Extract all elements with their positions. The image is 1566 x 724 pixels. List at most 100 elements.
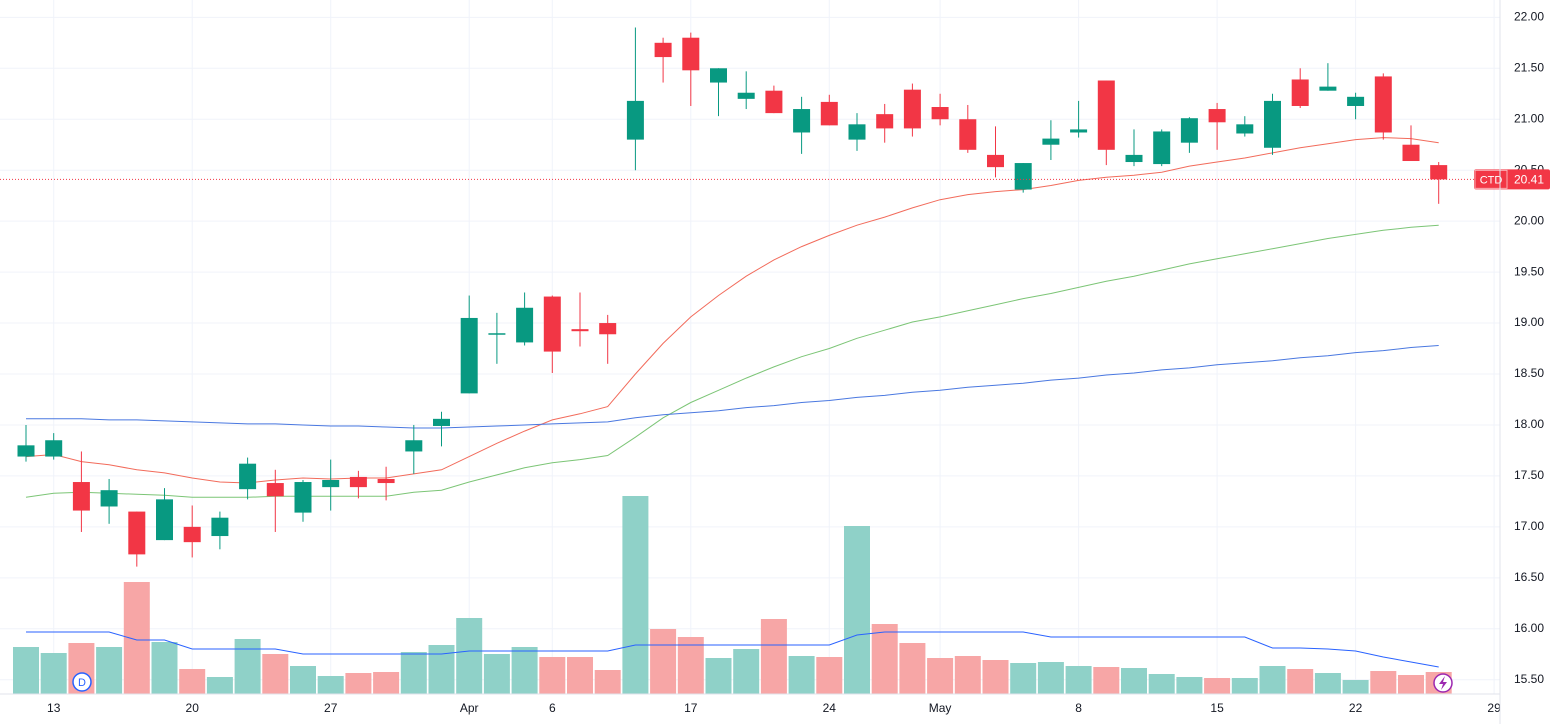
volume-bar (428, 645, 455, 694)
y-tick-label: 17.00 (1514, 519, 1544, 533)
volume-bar (594, 670, 621, 694)
y-tick-label: 22.00 (1514, 9, 1544, 23)
last-price-label: 20.41 (1514, 173, 1544, 187)
candle-body (876, 114, 894, 129)
candle-body (349, 476, 367, 488)
volume-bar (927, 658, 954, 694)
y-tick-label: 18.00 (1514, 417, 1544, 431)
volume-bar (539, 657, 566, 694)
candle-body (1402, 144, 1420, 162)
volume-bar (622, 496, 649, 694)
candle-body (959, 119, 977, 150)
candle-body (433, 418, 450, 426)
candle-body (1070, 129, 1088, 133)
candle-body (903, 89, 921, 129)
candle-body (460, 317, 478, 394)
volume-bar (1093, 667, 1120, 694)
candle-body (266, 483, 284, 497)
y-tick-label: 16.00 (1514, 621, 1544, 635)
candle-body (737, 92, 755, 99)
volume-bar (290, 666, 316, 694)
volume-bar (816, 657, 843, 694)
volume-bar (1121, 668, 1147, 694)
volume-bar (788, 656, 815, 694)
volume-bar (1148, 674, 1175, 694)
candle-body (654, 42, 672, 58)
x-tick-label: 15 (1210, 701, 1224, 715)
volume-bar (317, 676, 344, 694)
candle-body (1291, 79, 1309, 106)
volume-bar (1314, 673, 1341, 694)
symbol-label: CTD (1480, 174, 1503, 186)
volume-bar (1204, 678, 1231, 694)
candle-body (599, 323, 617, 335)
volume-bar (567, 657, 593, 694)
candle-body (987, 154, 1004, 168)
candle-body (848, 124, 866, 140)
y-tick-label: 21.00 (1514, 111, 1544, 125)
moving-average (25, 137, 1439, 484)
x-tick-label: 8 (1075, 701, 1082, 715)
volume-bar (13, 647, 39, 694)
candle-body (1374, 76, 1392, 133)
volume-bar (1176, 677, 1203, 694)
candle-body (294, 482, 312, 513)
volume-bar (96, 647, 123, 694)
event-badge[interactable] (1433, 673, 1453, 693)
volume-bar (650, 629, 677, 694)
volume-bar (262, 654, 289, 694)
candle-body (211, 517, 229, 537)
candle-layer (17, 27, 1448, 567)
volume-bar (844, 526, 870, 694)
candle-body (1264, 100, 1281, 148)
y-tick-label: 19.50 (1514, 264, 1544, 278)
candle-body (45, 440, 63, 457)
badge-circle (72, 672, 92, 692)
volume-bar (1287, 669, 1314, 694)
volume-bar (1259, 666, 1286, 694)
x-tick-label: 22 (1349, 701, 1363, 715)
candle-body (377, 478, 395, 484)
candle-body (1236, 124, 1254, 134)
candle-body (488, 333, 506, 335)
x-tick-label: 13 (47, 701, 61, 715)
volume-bar (982, 660, 1009, 694)
volume-layer (13, 496, 1452, 694)
candle-body (682, 37, 700, 71)
interval-badge[interactable]: D (72, 672, 92, 692)
y-tick-label: 21.50 (1514, 60, 1544, 74)
volume-bar (456, 618, 483, 694)
badge-letter: D (78, 677, 86, 689)
volume-bar (705, 658, 732, 694)
candle-body (1042, 138, 1060, 145)
y-tick-label: 15.50 (1514, 672, 1544, 686)
volume-ma-line (26, 631, 1439, 668)
candle-body (516, 307, 534, 343)
candle-body (239, 463, 257, 490)
axis-layer: 15.50 16.00 16.50 17.00 17.50 18.00 18.50 19.00… (0, 9, 1550, 715)
candle-body (156, 499, 173, 541)
volume-bar (677, 637, 704, 694)
symbol-box (1474, 169, 1508, 189)
x-tick-label: 29 (1487, 701, 1501, 715)
candle-body (820, 101, 838, 126)
volume-bar (179, 669, 206, 694)
volume-bar (1342, 680, 1369, 694)
volume-bar (40, 653, 67, 694)
volume-bar (954, 656, 981, 694)
volume-bar (400, 652, 427, 694)
candle-body (322, 479, 340, 488)
candle-body (17, 445, 35, 457)
candle-body (1430, 165, 1448, 180)
volume-bar (733, 649, 760, 694)
x-tick-label: May (929, 701, 952, 715)
y-tick-label: 19.00 (1514, 315, 1544, 329)
x-tick-label: 27 (324, 701, 338, 715)
y-tick-label: 16.50 (1514, 570, 1544, 584)
y-tick-label: 18.50 (1514, 366, 1544, 380)
candle-body (571, 329, 589, 332)
candle-body (1014, 163, 1032, 190)
volume-bar (206, 677, 233, 694)
candle-body (1347, 96, 1365, 106)
